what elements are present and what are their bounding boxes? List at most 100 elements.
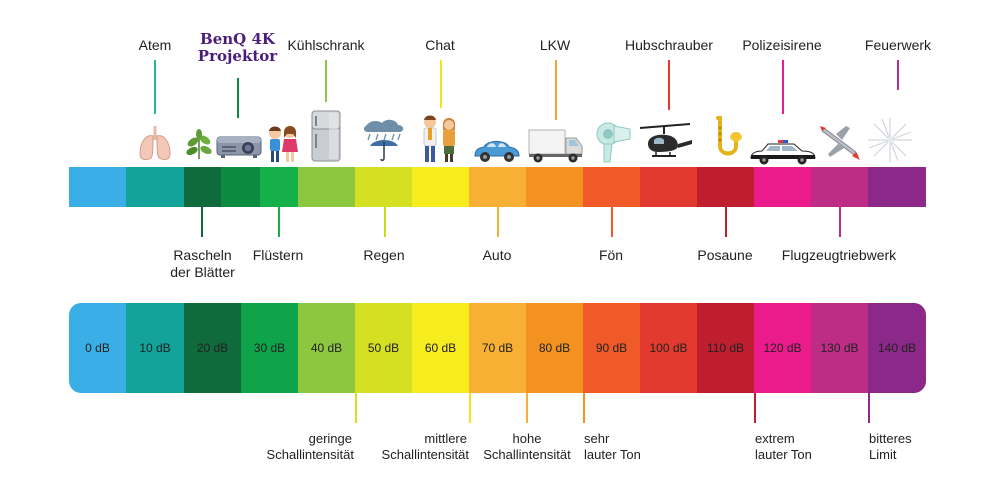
db-segment: 130 dB xyxy=(811,303,868,393)
band-segment xyxy=(469,167,526,207)
label-rascheln-line-2: der Blätter xyxy=(170,264,235,280)
db-label: 100 dB xyxy=(649,341,688,355)
police-car-icon xyxy=(750,140,816,165)
db-label: 30 dB xyxy=(253,341,286,355)
db-label: 70 dB xyxy=(481,341,514,355)
connector-line xyxy=(154,60,156,114)
children-icon xyxy=(269,126,298,162)
db-segment: 100 dB xyxy=(640,303,697,393)
connector-line xyxy=(868,393,870,423)
band-segment xyxy=(298,167,355,207)
db-segment: 110 dB xyxy=(697,303,754,393)
db-segment: 40 dB xyxy=(298,303,355,393)
brand-line-1: BenQ 4K xyxy=(200,30,275,48)
connector-line xyxy=(325,60,327,102)
label-hubschrauber: Hubschrauber xyxy=(625,37,713,53)
band-segment xyxy=(754,167,811,207)
label-line: bitteres xyxy=(869,431,912,446)
db-segment: 70 dB xyxy=(469,303,526,393)
db-segment: 10 dB xyxy=(126,303,184,393)
label-line: mittlere xyxy=(424,431,467,446)
db-label: 60 dB xyxy=(424,341,457,355)
db-label: 0 dB xyxy=(85,341,110,355)
connector-line xyxy=(278,207,280,237)
db-label: 130 dB xyxy=(820,341,859,355)
band-segment xyxy=(221,167,260,207)
band-segment xyxy=(697,167,754,207)
label-sehr-lauter-ton: sehr lauter Ton xyxy=(584,431,664,463)
band-segment xyxy=(412,167,469,207)
label-rascheln-line-1: Rascheln xyxy=(173,247,232,263)
connector-line xyxy=(526,393,528,423)
label-line: geringe xyxy=(308,431,352,446)
label-line: extrem xyxy=(755,431,795,446)
db-label: 80 dB xyxy=(538,341,571,355)
band-segment xyxy=(126,167,184,207)
band-segment xyxy=(811,167,868,207)
label-line: Limit xyxy=(869,447,897,462)
brand-line-2: Projektor xyxy=(197,47,278,65)
band-segment xyxy=(583,167,640,207)
label-fluestern: Flüstern xyxy=(252,247,304,263)
label-posaune: Posaune xyxy=(697,247,753,263)
band-segment xyxy=(260,167,298,207)
connector-line xyxy=(668,60,670,110)
label-line: Schallintensität xyxy=(381,447,469,462)
connector-line xyxy=(440,60,442,108)
label-kuehlschrank: Kühlschrank xyxy=(287,37,365,53)
label-foen: Fön xyxy=(598,247,624,263)
label-rascheln: Rascheln der Blätter xyxy=(155,247,250,281)
band-segment xyxy=(355,167,412,207)
band-segment xyxy=(526,167,583,207)
db-segment: 80 dB xyxy=(526,303,583,393)
label-feuerwerk: Feuerwerk xyxy=(864,37,932,53)
connector-line xyxy=(839,207,841,237)
lungs-icon xyxy=(139,126,171,161)
connector-line xyxy=(897,60,899,90)
label-extrem-lauter-ton: extrem lauter Ton xyxy=(755,431,835,463)
firework-icon xyxy=(868,118,912,162)
connector-line xyxy=(782,60,784,114)
label-hohe-schallintensitaet: hohe Schallintensität xyxy=(478,431,576,463)
band-segment xyxy=(184,167,221,207)
label-auto: Auto xyxy=(482,247,512,263)
label-atem: Atem xyxy=(138,37,172,53)
helicopter-icon xyxy=(639,123,692,157)
label-geringe-schallintensitaet: geringe Schallintensität xyxy=(262,431,354,463)
db-segment: 30 dB xyxy=(241,303,298,393)
label-mittlere-schallintensitaet: mittlere Schallintensität xyxy=(373,431,469,463)
label-polizeisirene: Polizeisirene xyxy=(742,37,822,53)
label-bitteres-limit: bitteres Limit xyxy=(869,431,939,463)
db-label: 110 dB xyxy=(706,341,745,355)
connector-line xyxy=(237,78,239,118)
connector-line xyxy=(555,60,557,120)
band-segment xyxy=(69,167,126,207)
connector-line xyxy=(355,393,357,423)
db-segment: 60 dB xyxy=(412,303,469,393)
db-label: 50 dB xyxy=(367,341,400,355)
connector-line xyxy=(583,393,585,423)
connector-line xyxy=(384,207,386,237)
leaf-icon xyxy=(186,129,212,159)
label-lkw: LKW xyxy=(539,37,571,53)
hairdryer-icon xyxy=(596,122,631,163)
label-regen: Regen xyxy=(363,247,405,263)
label-line: sehr xyxy=(584,431,610,446)
db-segment: 0 dB xyxy=(69,303,126,393)
brand-label: BenQ 4K Projektor xyxy=(190,31,285,65)
connector-line xyxy=(611,207,613,237)
fridge-icon xyxy=(311,110,341,162)
connector-line xyxy=(725,207,727,237)
db-label: 140 dB xyxy=(877,341,917,355)
band-segment xyxy=(640,167,697,207)
db-segment: 90 dB xyxy=(583,303,640,393)
truck-icon xyxy=(528,129,583,163)
label-line: hohe xyxy=(512,431,542,446)
car-icon xyxy=(474,140,520,162)
label-line: lauter Ton xyxy=(584,447,641,462)
connector-line xyxy=(497,207,499,237)
db-label: 40 dB xyxy=(310,341,343,355)
db-label: 90 dB xyxy=(595,341,628,355)
people-chat-icon xyxy=(423,115,455,162)
projector-icon xyxy=(216,136,262,158)
